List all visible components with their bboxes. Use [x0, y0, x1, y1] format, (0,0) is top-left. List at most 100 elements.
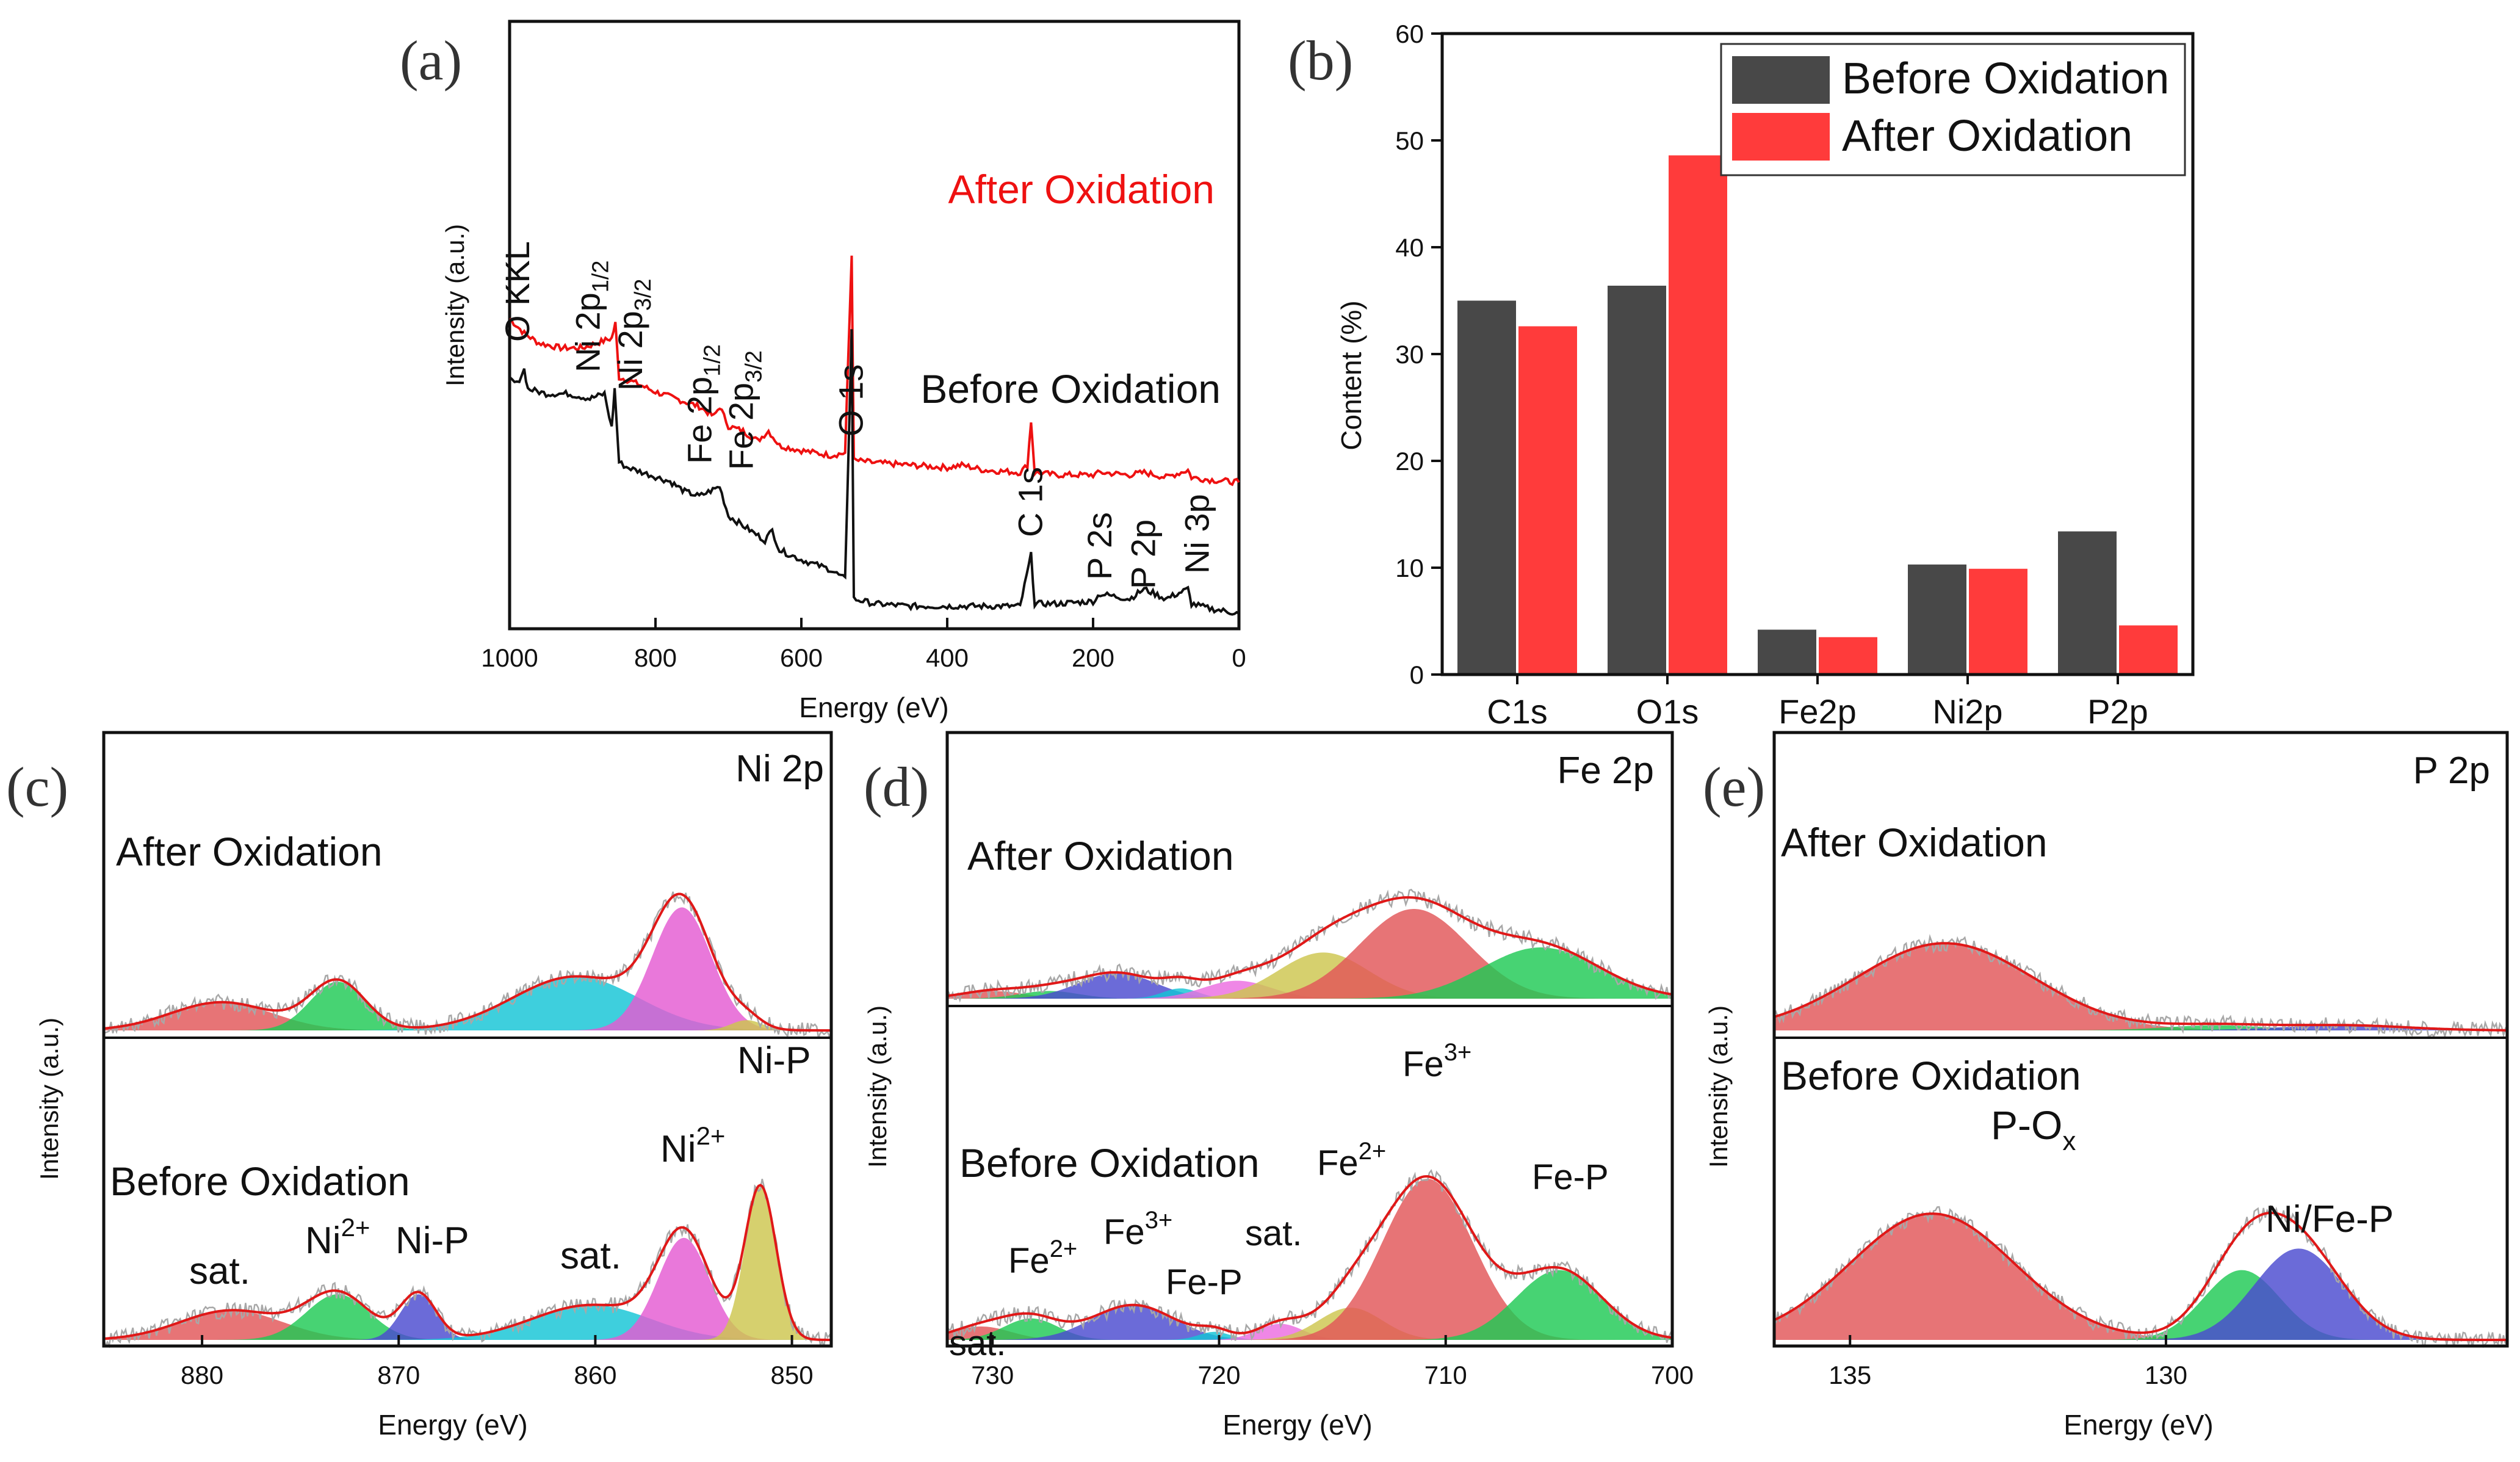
panel-b-category-label: Ni2p: [1932, 692, 2002, 731]
panel-a-peak-label-sub: 3/2: [742, 350, 767, 383]
panel-c-title: Ni 2p: [735, 748, 824, 790]
panel-e-after-peak-0: [1774, 943, 2507, 1030]
c-label-sat-1: sat.: [189, 1250, 250, 1292]
xtick-label: 710: [1424, 1361, 1467, 1389]
panel-a-peak-label: Ni 2p3/2: [611, 278, 656, 391]
panel-d-after-peak-7: [947, 947, 1672, 999]
c-label-nip-1: Ni-P: [395, 1220, 469, 1262]
xtick-label: 850: [771, 1361, 814, 1389]
d-label-fe2-1: Fe2+: [1008, 1236, 1077, 1281]
panel-b-frame: [1440, 32, 2195, 676]
panel-a-peak-label: C 1s: [1011, 467, 1049, 537]
panel-a-peak-label: P 2s: [1080, 512, 1119, 580]
xtick-label: 730: [971, 1361, 1014, 1389]
panel-a-peak-label-text: O KKL: [498, 241, 536, 342]
panel-a: (a): [400, 29, 462, 92]
xtick-label: 870: [377, 1361, 420, 1389]
bar-before-oxidation-C1s: [1457, 300, 1516, 675]
xtick-label: 880: [181, 1361, 223, 1389]
panel-a-peak-label-text: C 1s: [1011, 467, 1049, 537]
panel-d-before-peak-2: [947, 1305, 1672, 1340]
c-label-sat-2: sat.: [560, 1235, 621, 1277]
panel-a-peak-label-text: P 2s: [1080, 512, 1119, 580]
c-label-nip-2: Ni-P: [737, 1040, 811, 1082]
panel-b-axes: C1s O1s Fe2p Ni2p P2p 0 10 20 30 40 50 60: [1395, 20, 2148, 731]
panel-a-before-line: [508, 329, 1240, 616]
panel-c-before-peak-1: [104, 1294, 831, 1340]
panel-a-xtick-label: 0: [1232, 643, 1246, 672]
panel-e-xlabel: Energy (eV): [2063, 1409, 2213, 1441]
panel-b-tag-wrap: (b): [1288, 29, 1353, 92]
panel-c-before-envelope: [103, 1184, 831, 1341]
panel-a-frame: [508, 20, 1241, 631]
panel-a-peak-label: Ni 2p1/2: [568, 260, 613, 372]
panel-a-annotations: O KKL Ni 2p1/2Ni 2p3/2Fe 2p1/2Fe 2p3/2 O 1…: [498, 241, 1216, 589]
panel-e-title: P 2p: [2413, 750, 2490, 792]
panel-e-after-peak-1: [1774, 1025, 2507, 1030]
panel-d-tag: (d): [864, 756, 929, 818]
panel-d-ylabel: Intensity (a.u.): [863, 1005, 892, 1168]
panel-c-after-label: After Oxidation: [116, 829, 383, 874]
xtick-label: 860: [574, 1361, 616, 1389]
legend-swatch-before: [1732, 56, 1830, 104]
panel-a-xtick-label: 1000: [481, 643, 538, 672]
bar-after-oxidation-C1s: [1518, 326, 1577, 675]
panel-a-after-line: [508, 255, 1240, 487]
legend-label-after: After Oxidation: [1842, 112, 2132, 161]
panel-b-ytick-label: 60: [1395, 20, 1424, 48]
panel-d-before-label: Before Oxidation: [959, 1140, 1260, 1185]
panel-c-tag: (c): [6, 756, 68, 818]
bar-before-oxidation-Ni2p: [1908, 564, 1966, 675]
panel-a-xtick-label: 400: [926, 643, 969, 672]
panel-e-before-raw: [1774, 1204, 2508, 1348]
panel-d-after-peak-5: [947, 952, 1672, 999]
xtick-label: 720: [1197, 1361, 1240, 1389]
panel-d-before-peak-6: [947, 1179, 1672, 1340]
panel-d-after-raw: [946, 888, 1673, 1003]
d-label-fe3-1: Fe3+: [1103, 1207, 1172, 1252]
panel-b-bars: [1457, 155, 2178, 675]
legend-swatch-after: [1732, 113, 1830, 161]
panel-b-plot: Content (%) C1s O1s Fe2p Ni2p P2p 0 10 20 30 40 50…: [1335, 20, 2195, 731]
panel-d-title: Fe 2p: [1557, 750, 1654, 792]
d-label-fe3-2: Fe3+: [1403, 1039, 1471, 1084]
panel-e-before-envelope: [1774, 1211, 2507, 1341]
bar-after-oxidation-P2p: [2119, 625, 2178, 675]
panel-c-after-raw: [103, 891, 832, 1040]
bar-after-oxidation-O1s: [1669, 155, 1727, 675]
panel-e-after-label: After Oxidation: [1781, 820, 2048, 865]
panel-frame: [945, 731, 1674, 1348]
panel-a-peak-label: O KKL: [498, 241, 536, 342]
panel-b-category-label: C1s: [1487, 692, 1548, 731]
panel-e-before-peak-0: [1774, 1214, 2507, 1340]
d-label-fep-1: Fe-P: [1166, 1262, 1243, 1302]
panel-d-before-peak-5: [947, 1308, 1672, 1340]
panel-b-ytick-label: 30: [1395, 340, 1424, 369]
xtick-label: 130: [2145, 1361, 2187, 1389]
panel-c-after-peak-3: [104, 907, 831, 1030]
xtick-label: 135: [1829, 1361, 1871, 1389]
panel-a-peak-label: Fe 2p3/2: [722, 350, 767, 470]
panel-a-peak-label-text: O 1s: [831, 364, 870, 436]
panel-c-ylabel: Intensity (a.u.): [35, 1018, 63, 1180]
bar-before-oxidation-Fe2p: [1758, 629, 1816, 675]
panel-a-peak-label-sub: 1/2: [700, 344, 726, 377]
panel-c-after-peak-4: [104, 1020, 831, 1030]
e-label-pox: P-Ox: [1991, 1102, 2076, 1156]
panel-d-xlabel: Energy (eV): [1222, 1409, 1372, 1441]
panel-a-plot: 1000 800 600 400 200 0 Energy (eV) Intensity …: [441, 20, 1246, 723]
bar-before-oxidation-P2p: [2058, 531, 2117, 675]
d-label-sat-2: sat.: [1245, 1214, 1302, 1253]
panel-b-legend: Before Oxidation After Oxidation: [1720, 43, 2186, 176]
panel-frame: [102, 731, 833, 1348]
panel-e-before-label: Before Oxidation: [1781, 1053, 2081, 1098]
panel-a-peak-label-text: Ni 2p: [568, 292, 607, 372]
xtick-label: 700: [1651, 1361, 1694, 1389]
panel-e-tag-wrap: (e): [1703, 756, 1765, 818]
legend-label-before: Before Oxidation: [1842, 54, 2169, 103]
panel-b-ytick-label: 50: [1395, 126, 1424, 155]
panel-a-peak-label: Ni 3p: [1177, 494, 1216, 574]
panel-e-before-peak-2: [1774, 1248, 2507, 1340]
e-label-nifep: Ni/Fe-P: [2265, 1198, 2394, 1240]
